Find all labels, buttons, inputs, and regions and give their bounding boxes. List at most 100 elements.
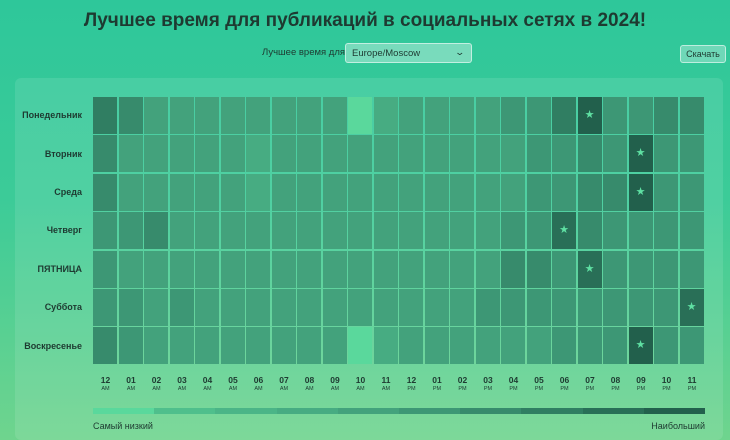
heatmap-cell[interactable] bbox=[450, 173, 475, 211]
heatmap-cell[interactable] bbox=[654, 250, 679, 288]
heatmap-cell[interactable] bbox=[271, 327, 296, 365]
heatmap-cell[interactable] bbox=[552, 289, 577, 326]
heatmap-cell[interactable] bbox=[450, 250, 475, 288]
heatmap-cell[interactable] bbox=[246, 289, 271, 326]
heatmap-cell[interactable] bbox=[501, 173, 526, 211]
heatmap-cell[interactable] bbox=[195, 135, 220, 173]
heatmap-cell[interactable] bbox=[220, 97, 245, 134]
heatmap-cell[interactable] bbox=[628, 250, 653, 288]
heatmap-cell[interactable] bbox=[93, 173, 118, 211]
heatmap-cell[interactable] bbox=[526, 135, 551, 173]
heatmap-cell[interactable] bbox=[450, 327, 475, 365]
heatmap-cell[interactable] bbox=[93, 250, 118, 288]
heatmap-cell[interactable] bbox=[475, 212, 500, 250]
heatmap-cell[interactable] bbox=[373, 212, 398, 250]
heatmap-cell[interactable]: ★ bbox=[628, 173, 653, 211]
heatmap-cell[interactable] bbox=[93, 135, 118, 173]
heatmap-cell[interactable] bbox=[603, 135, 628, 173]
heatmap-cell[interactable] bbox=[526, 212, 551, 250]
heatmap-cell[interactable] bbox=[169, 97, 194, 134]
heatmap-cell[interactable] bbox=[246, 135, 271, 173]
heatmap-cell[interactable] bbox=[501, 97, 526, 134]
heatmap-cell[interactable] bbox=[271, 250, 296, 288]
heatmap-cell[interactable] bbox=[603, 327, 628, 365]
heatmap-cell[interactable] bbox=[373, 327, 398, 365]
heatmap-cell[interactable] bbox=[118, 250, 143, 288]
heatmap-cell[interactable] bbox=[552, 173, 577, 211]
heatmap-cell[interactable] bbox=[297, 250, 322, 288]
heatmap-cell[interactable] bbox=[220, 212, 245, 250]
heatmap-cell[interactable] bbox=[169, 173, 194, 211]
heatmap-cell[interactable] bbox=[220, 289, 245, 326]
heatmap-cell[interactable] bbox=[93, 97, 118, 134]
heatmap-cell[interactable] bbox=[220, 327, 245, 365]
heatmap-cell[interactable] bbox=[348, 212, 373, 250]
heatmap-cell[interactable] bbox=[654, 135, 679, 173]
heatmap-cell[interactable] bbox=[424, 327, 449, 365]
heatmap-cell[interactable] bbox=[144, 289, 169, 326]
heatmap-cell[interactable] bbox=[271, 97, 296, 134]
heatmap-cell[interactable] bbox=[144, 327, 169, 365]
heatmap-cell[interactable] bbox=[373, 173, 398, 211]
heatmap-cell[interactable] bbox=[424, 289, 449, 326]
heatmap-cell[interactable] bbox=[679, 250, 704, 288]
heatmap-cell[interactable]: ★ bbox=[552, 212, 577, 250]
heatmap-cell[interactable] bbox=[322, 327, 347, 365]
heatmap-cell[interactable] bbox=[424, 97, 449, 134]
heatmap-cell[interactable] bbox=[93, 212, 118, 250]
heatmap-cell[interactable] bbox=[475, 250, 500, 288]
heatmap-cell[interactable] bbox=[271, 289, 296, 326]
heatmap-cell[interactable] bbox=[424, 135, 449, 173]
heatmap-cell[interactable] bbox=[195, 97, 220, 134]
heatmap-cell[interactable] bbox=[654, 212, 679, 250]
heatmap-cell[interactable] bbox=[679, 173, 704, 211]
heatmap-cell[interactable]: ★ bbox=[679, 289, 704, 326]
heatmap-cell[interactable] bbox=[475, 97, 500, 134]
heatmap-cell[interactable] bbox=[297, 327, 322, 365]
heatmap-cell[interactable] bbox=[93, 289, 118, 326]
heatmap-cell[interactable] bbox=[195, 212, 220, 250]
heatmap-cell[interactable] bbox=[603, 289, 628, 326]
heatmap-cell[interactable] bbox=[118, 173, 143, 211]
heatmap-cell[interactable] bbox=[628, 212, 653, 250]
heatmap-cell[interactable] bbox=[220, 173, 245, 211]
heatmap-cell[interactable] bbox=[246, 212, 271, 250]
heatmap-cell[interactable] bbox=[271, 135, 296, 173]
heatmap-cell[interactable] bbox=[679, 135, 704, 173]
heatmap-cell[interactable] bbox=[552, 327, 577, 365]
heatmap-cell[interactable] bbox=[628, 289, 653, 326]
heatmap-cell[interactable] bbox=[322, 97, 347, 134]
heatmap-cell[interactable] bbox=[526, 327, 551, 365]
heatmap-cell[interactable] bbox=[501, 135, 526, 173]
heatmap-cell[interactable] bbox=[373, 289, 398, 326]
heatmap-cell[interactable] bbox=[399, 97, 424, 134]
heatmap-cell[interactable] bbox=[144, 173, 169, 211]
heatmap-cell[interactable] bbox=[118, 135, 143, 173]
heatmap-cell[interactable] bbox=[373, 135, 398, 173]
heatmap-cell[interactable] bbox=[526, 173, 551, 211]
heatmap-cell[interactable] bbox=[144, 212, 169, 250]
heatmap-cell[interactable] bbox=[195, 250, 220, 288]
heatmap-cell[interactable] bbox=[399, 135, 424, 173]
download-button[interactable]: Скачать bbox=[680, 45, 726, 63]
heatmap-cell[interactable] bbox=[118, 97, 143, 134]
heatmap-cell[interactable] bbox=[399, 173, 424, 211]
heatmap-cell[interactable] bbox=[246, 173, 271, 211]
heatmap-cell[interactable]: ★ bbox=[577, 97, 602, 134]
heatmap-cell[interactable] bbox=[118, 289, 143, 326]
heatmap-cell[interactable] bbox=[577, 212, 602, 250]
heatmap-cell[interactable] bbox=[246, 97, 271, 134]
heatmap-cell[interactable] bbox=[424, 250, 449, 288]
heatmap-cell[interactable] bbox=[501, 250, 526, 288]
heatmap-cell[interactable] bbox=[169, 135, 194, 173]
heatmap-cell[interactable] bbox=[628, 97, 653, 134]
heatmap-cell[interactable] bbox=[450, 289, 475, 326]
heatmap-cell[interactable] bbox=[450, 135, 475, 173]
heatmap-cell[interactable] bbox=[144, 97, 169, 134]
heatmap-cell[interactable] bbox=[297, 135, 322, 173]
heatmap-cell[interactable] bbox=[501, 327, 526, 365]
heatmap-cell[interactable] bbox=[679, 212, 704, 250]
heatmap-cell[interactable] bbox=[322, 135, 347, 173]
heatmap-cell[interactable] bbox=[144, 250, 169, 288]
heatmap-cell[interactable] bbox=[118, 327, 143, 365]
